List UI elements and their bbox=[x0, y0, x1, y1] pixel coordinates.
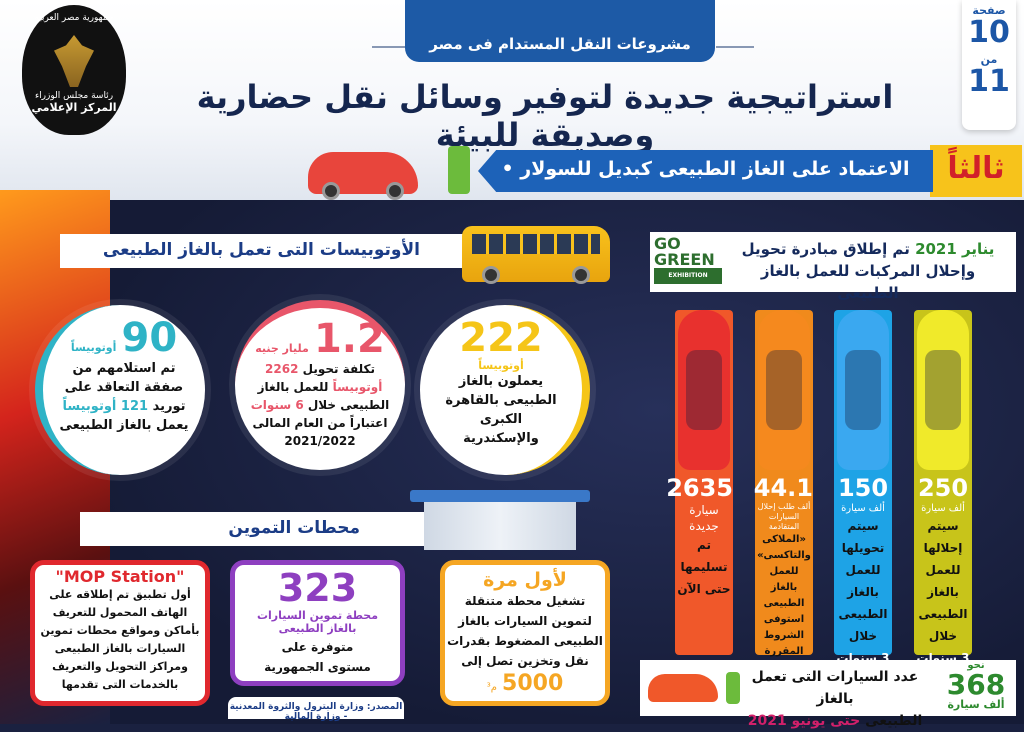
page-current: 10 bbox=[968, 15, 1010, 50]
gas-pump-icon bbox=[448, 146, 470, 194]
stat-circle-cost: 1.2 مليار جنيه تكلفة تحويل 2262 أوتوبيسا… bbox=[235, 300, 405, 470]
mop-station-app-box: "MOP Station" أول تطبيق تم إطلاقه على ال… bbox=[30, 560, 210, 706]
box-text: متوفرة على مستوى الجمهورية bbox=[264, 640, 371, 674]
stat-text: سيتم إحلالها للعمل بالغاز الطبيعى خلال bbox=[918, 519, 968, 643]
box-unit: م³ bbox=[486, 682, 497, 693]
divider bbox=[716, 46, 754, 48]
stat-text: سيتم تحويلها للعمل بالغاز الطبيعى خلال bbox=[838, 519, 888, 643]
logo-line: رئاسة مجلس الوزراء bbox=[34, 91, 114, 101]
stations-heading: محطات التموين bbox=[80, 512, 450, 546]
stat-circle-222-buses: 222 أوتوبيساً يعملون بالغاز الطبيعى بالق… bbox=[420, 305, 590, 475]
stat-column-150k: 150 ألف سيارة سيتم تحويلها للعمل بالغاز … bbox=[834, 310, 892, 665]
stat-value: 222 bbox=[459, 315, 543, 361]
total-value: 368 bbox=[946, 668, 1006, 701]
bus-icon bbox=[462, 226, 610, 284]
stat-unit: أوتوبيساً bbox=[478, 359, 524, 372]
total-text: الطبيعى bbox=[865, 713, 923, 729]
car-top-view-icon bbox=[837, 310, 889, 470]
stat-highlight: 2262 أوتوبيساً bbox=[265, 362, 383, 394]
total-prefix: نحو bbox=[967, 660, 985, 671]
stat-column-2635: 2635 سيارة جديدة تم تسليمها حتى الآن bbox=[666, 310, 733, 655]
stat-text: اعتباراً من العام المالى 2021/2022 bbox=[252, 416, 388, 448]
stat-text: يعمل بالغاز الطبيعى bbox=[59, 418, 189, 433]
logo-line: المركز الإعلامي bbox=[31, 101, 117, 114]
page-indicator: صفحة 10 من 11 bbox=[962, 0, 1016, 130]
stat-value: 90 bbox=[121, 315, 178, 361]
stat-text: للعمل بالغاز الطبيعى خلال bbox=[257, 380, 390, 412]
mobile-station-box: لأول مرة تشغيل محطة متنقلة لتموين السيار… bbox=[440, 560, 610, 706]
total-unit: ألف سيارة bbox=[947, 698, 1005, 711]
section-number: ثالثاً bbox=[930, 145, 1022, 197]
stat-highlight: 121 أوتوبيساً bbox=[62, 399, 149, 414]
car-icon bbox=[648, 674, 718, 702]
total-highlight: حتى يونيو 2021 bbox=[747, 713, 861, 729]
box-heading: لأول مرة bbox=[483, 569, 567, 591]
logo-line: جمهورية مصر العربية bbox=[34, 13, 114, 23]
stat-value: 2635 bbox=[666, 474, 733, 502]
stat-column-250k: 250 ألف سيارة سيتم إحلالها للعمل بالغاز … bbox=[914, 310, 972, 665]
stat-unit: ألف سيارة bbox=[841, 503, 885, 514]
page-title: استراتيجية جديدة لتوفير وسائل نقل حضارية… bbox=[196, 78, 895, 154]
stat-text: تم استلامهم من صفقة التعاقد على توريد bbox=[64, 361, 186, 414]
stat-highlight: 6 سنوات bbox=[250, 398, 304, 412]
stat-unit: أوتوبيساً bbox=[70, 341, 117, 354]
car-top-view-icon bbox=[758, 310, 810, 470]
stat-value: 150 bbox=[837, 474, 889, 502]
page-total: 11 bbox=[968, 64, 1010, 99]
stat-value: 250 bbox=[917, 474, 969, 502]
gas-pump-icon bbox=[726, 672, 740, 704]
total-cars-banner: عدد السيارات التى تعمل بالغاز الطبيعى حت… bbox=[640, 660, 1016, 729]
cabinet-media-center-logo: جمهورية مصر العربية رئاسة مجلس الوزراء ا… bbox=[22, 5, 126, 135]
stat-text: تم تسليمها حتى الآن bbox=[677, 538, 731, 596]
box-text: أول تطبيق تم إطلاقه على الهاتف المحمول ل… bbox=[40, 588, 200, 691]
eagle-emblem-icon bbox=[54, 35, 94, 87]
page-label: صفحة bbox=[972, 4, 1006, 17]
go-green-logo: GO GREEN EXHIBITION bbox=[654, 236, 722, 288]
stat-unit: مليار جنيه bbox=[255, 342, 309, 355]
source-note: المصدر: وزارة البترول والثروة المعدنية -… bbox=[228, 697, 404, 722]
stat-unit: ألف طلب إحلال السيارات المتقادمة bbox=[757, 502, 811, 531]
stat-unit: سيارة جديدة bbox=[689, 503, 719, 533]
stat-text: يعملون بالغاز الطبيعى بالقاهرة الكبرى وا… bbox=[445, 374, 557, 446]
banner-year: يناير 2021 bbox=[915, 240, 995, 258]
car-charging-icon bbox=[308, 152, 418, 200]
box-value: 5000 bbox=[502, 671, 564, 696]
box-heading: "MOP Station" bbox=[55, 567, 185, 586]
car-top-view-icon bbox=[678, 310, 730, 470]
stat-unit: ألف سيارة bbox=[921, 503, 965, 514]
section-title: الاعتماد على الغاز الطبيعى كبديل للسولار… bbox=[478, 150, 933, 192]
box-value: 323 bbox=[277, 566, 358, 610]
buses-heading: الأوتوبيسات التى تعمل بالغاز الطبيعى bbox=[60, 234, 480, 268]
divider bbox=[372, 46, 410, 48]
banner-text: وإحلال المركبات للعمل بالغاز الطبيعى bbox=[760, 262, 976, 302]
stat-value: 44.1 bbox=[753, 474, 813, 502]
gas-station-icon bbox=[410, 490, 590, 555]
box-text: تشغيل محطة متنقلة لتموين السيارات بالغاز… bbox=[447, 594, 603, 668]
page-of-label: من bbox=[980, 53, 998, 66]
stat-text: تكلفة تحويل bbox=[302, 362, 375, 376]
total-text: عدد السيارات التى تعمل بالغاز bbox=[751, 669, 919, 707]
stat-circle-90-buses: 90 أوتوبيساً تم استلامهم من صفقة التعاقد… bbox=[35, 305, 205, 475]
banner-text: تم إطلاق مبادرة تحويل bbox=[741, 240, 910, 258]
car-top-view-icon bbox=[917, 310, 969, 470]
box-subheading: محطة تموين السيارات بالغاز الطبيعى bbox=[256, 609, 379, 635]
stat-column-44k: 44.1 ألف طلب إحلال السيارات المتقادمة «ا… bbox=[753, 310, 813, 689]
series-tab: مشروعات النقل المستدام فى مصر bbox=[405, 0, 715, 62]
stations-count-box: 323 محطة تموين السيارات بالغاز الطبيعى م… bbox=[230, 560, 405, 686]
stat-value: 1.2 bbox=[313, 316, 385, 362]
